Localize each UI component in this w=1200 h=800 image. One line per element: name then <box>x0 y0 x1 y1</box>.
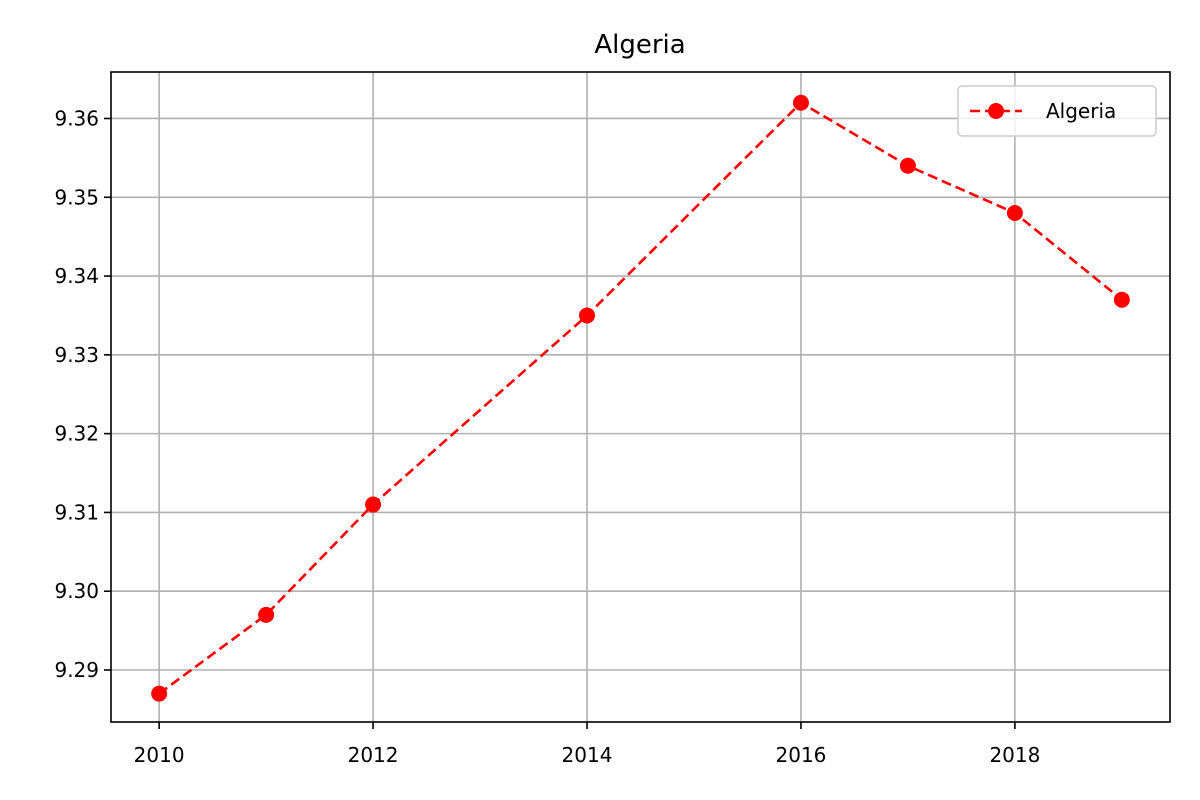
x-tick-label: 2016 <box>776 743 827 767</box>
data-point <box>258 606 275 623</box>
grid <box>111 72 1170 722</box>
y-tick-label: 9.33 <box>54 343 99 367</box>
y-tick-label: 9.36 <box>54 106 99 130</box>
chart-title: Algeria <box>594 30 685 60</box>
data-point <box>151 685 168 702</box>
data-point <box>579 307 596 324</box>
legend-label: Algeria <box>1046 99 1116 123</box>
legend-box <box>957 85 1157 137</box>
y-tick-label: 9.31 <box>54 500 99 524</box>
series-layer <box>151 94 1130 702</box>
data-point <box>899 157 916 174</box>
data-point <box>365 496 382 513</box>
x-tick-label: 2014 <box>562 743 613 767</box>
data-point <box>1113 291 1130 308</box>
legend: Algeria <box>957 85 1157 137</box>
y-tick-label: 9.34 <box>54 264 99 288</box>
plot-frame <box>110 71 1171 723</box>
x-tick-label: 2018 <box>989 743 1040 767</box>
legend-marker <box>988 103 1004 119</box>
data-point <box>792 94 809 111</box>
x-tick-label: 2010 <box>134 743 185 767</box>
y-tick-label: 9.35 <box>54 185 99 209</box>
y-tick-label: 9.30 <box>54 579 99 603</box>
series-line <box>158 101 1123 695</box>
x-tick-label: 2012 <box>348 743 399 767</box>
y-tick-label: 9.32 <box>54 422 99 446</box>
data-point <box>1006 205 1023 222</box>
x-axis-ticks: 2010 2012 2014 2016 2018 <box>134 722 1040 767</box>
y-axis-ticks: 9.29 9.30 9.31 9.32 9.33 9.34 9.35 9.36 <box>54 106 111 682</box>
y-tick-label: 9.29 <box>54 658 99 682</box>
